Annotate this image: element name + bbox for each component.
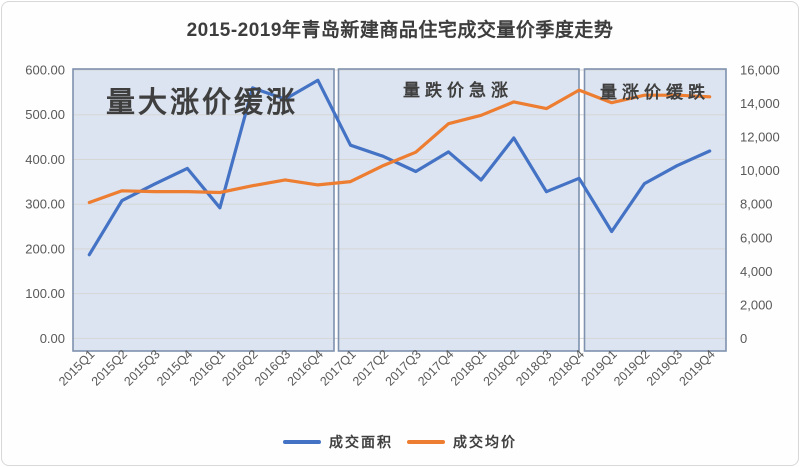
y-axis-label-right: 12,000 <box>740 130 780 145</box>
legend-item-price: 成交均价 <box>407 432 517 452</box>
y-axis-label-left: 600.00 <box>25 63 65 78</box>
y-axis-label-right: 0 <box>740 331 747 346</box>
legend-label-volume: 成交面积 <box>329 434 393 450</box>
x-axis-label: 2019Q4 <box>676 347 717 388</box>
y-axis-label-right: 14,000 <box>740 96 780 111</box>
y-axis-label-right: 16,000 <box>740 63 780 78</box>
chart: 600.00 500.00 400.00 300.00 200.00 100.00 0.00… <box>25 63 780 389</box>
legend-line-price-icon <box>407 439 445 445</box>
series-line-volume <box>87 78 712 257</box>
y-axis-label-right: 8,000 <box>740 197 773 212</box>
region-box-fill-2 <box>338 69 579 351</box>
y-axis-label-left: 400.00 <box>25 152 65 167</box>
y-axis-label-right: 10,000 <box>740 163 780 178</box>
y-axis-label-left: 300.00 <box>25 197 65 212</box>
region-annotation-1: 量大涨价缓涨 <box>106 86 298 119</box>
y-axis-label-right: 4,000 <box>740 264 773 279</box>
legend-line-volume-icon <box>283 439 321 445</box>
chart-title: 2015-2019年青岛新建商品住宅成交量价季度走势 <box>186 20 614 41</box>
region-box-fill-3 <box>584 69 726 351</box>
chart-legend: 成交面积 成交均价 <box>2 432 798 452</box>
y-axis-label-right: 6,000 <box>740 230 773 245</box>
y-axis-label-left: 200.00 <box>25 241 65 256</box>
y-axis-label-left: 500.00 <box>25 107 65 122</box>
legend-item-volume: 成交面积 <box>283 432 393 452</box>
region-annotation-2: 量跌价急涨 <box>403 80 513 100</box>
y-axis-label-right: 2,000 <box>740 297 773 312</box>
legend-label-price: 成交均价 <box>453 434 517 450</box>
region-box-border-1 <box>72 68 335 352</box>
region-annotation-3: 量涨价缓跌 <box>600 82 710 102</box>
y-axis-label-left: 100.00 <box>25 286 65 301</box>
region-box-border-3 <box>583 68 727 352</box>
region-box-border-2 <box>337 68 580 352</box>
series-line-price <box>87 88 712 205</box>
y-axis-label-left: 0.00 <box>40 331 65 346</box>
